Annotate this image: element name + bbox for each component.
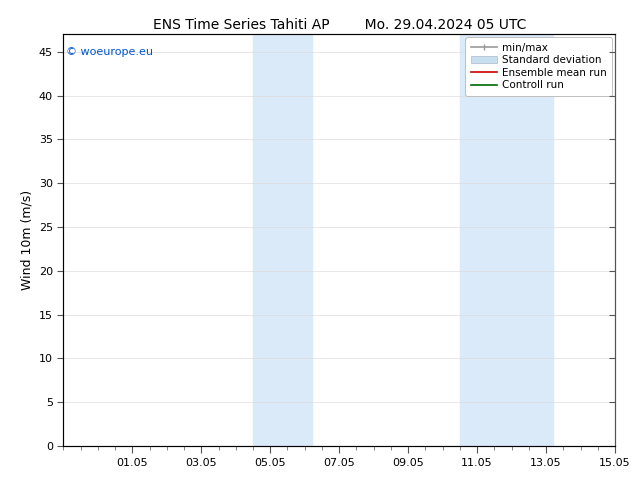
Title: ENS Time Series Tahiti AP        Mo. 29.04.2024 05 UTC: ENS Time Series Tahiti AP Mo. 29.04.2024… (153, 18, 526, 32)
Y-axis label: Wind 10m (m/s): Wind 10m (m/s) (20, 190, 34, 290)
Bar (460, 34, 553, 446)
Text: © woeurope.eu: © woeurope.eu (66, 47, 153, 57)
Bar (253, 34, 312, 446)
Legend: min/max, Standard deviation, Ensemble mean run, Controll run: min/max, Standard deviation, Ensemble me… (465, 37, 612, 96)
